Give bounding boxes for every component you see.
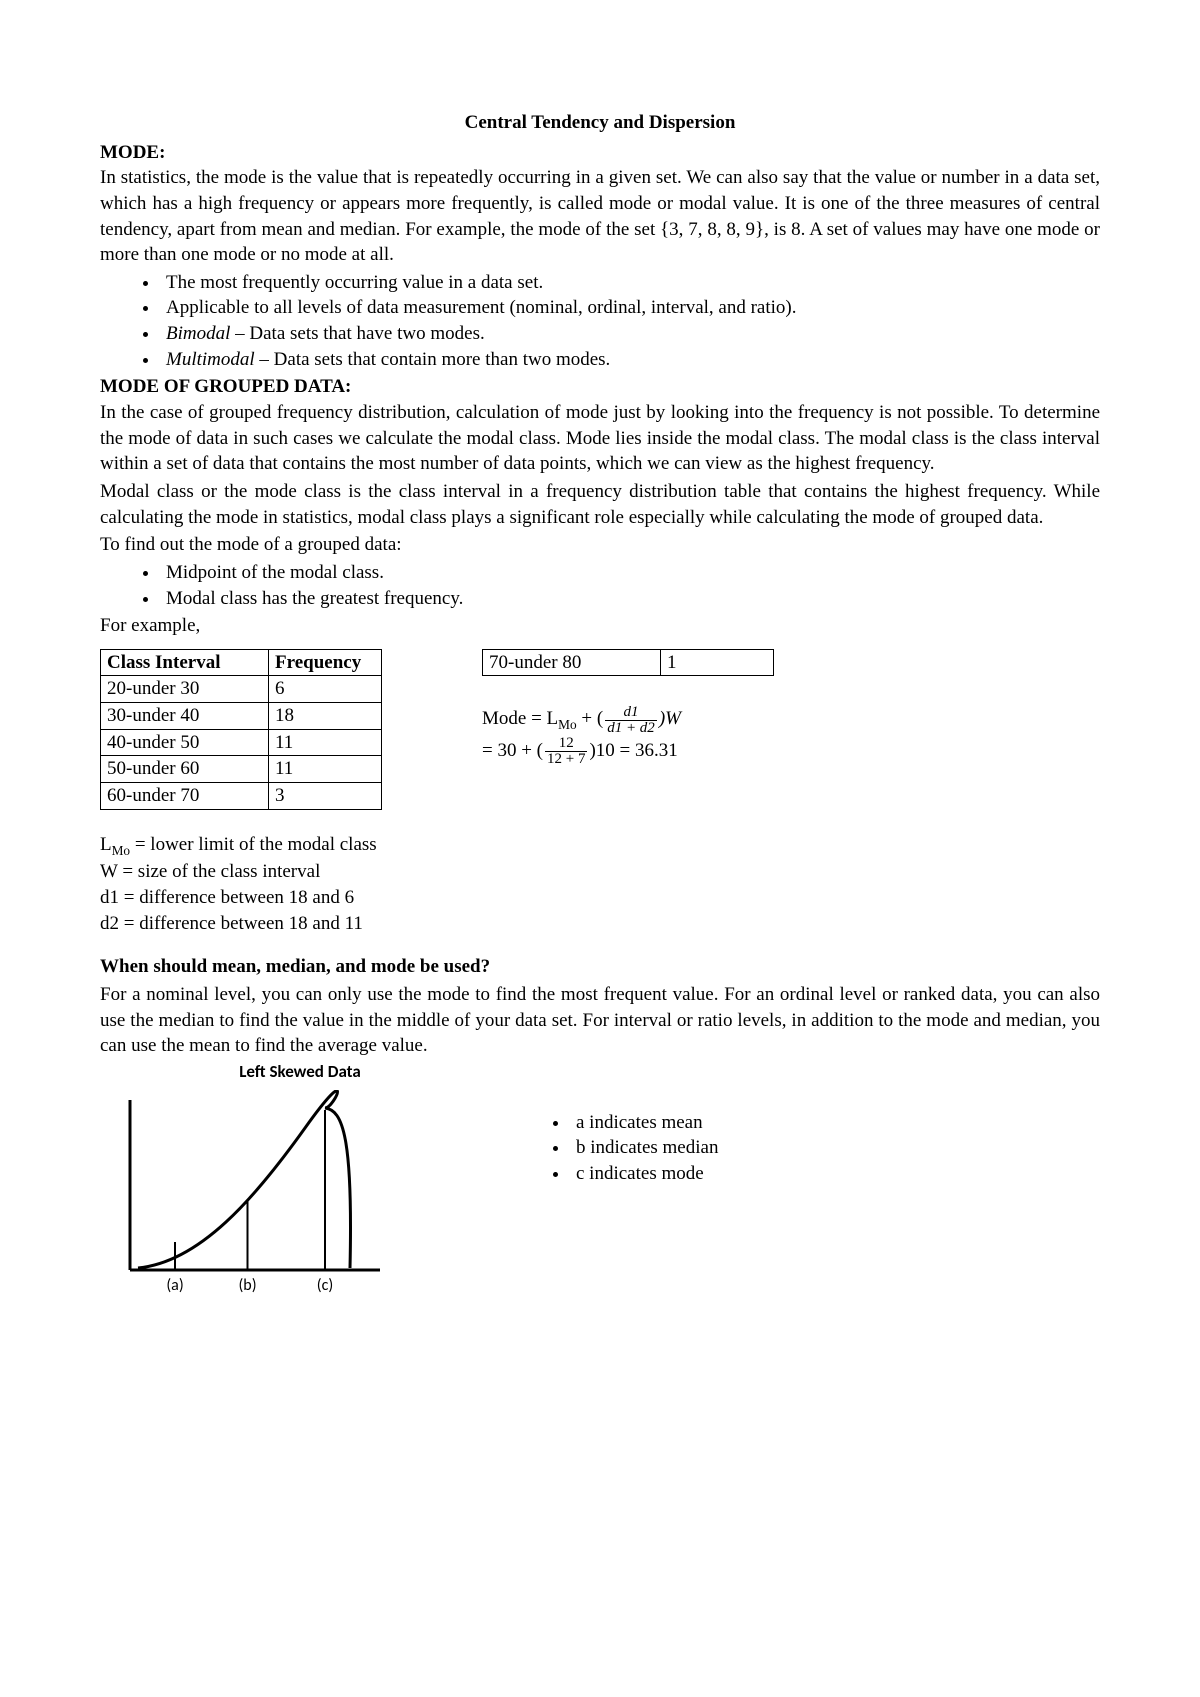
list-item: Midpoint of the modal class. [160,560,1100,586]
mode-heading: MODE: [100,140,1100,166]
mode-paragraph: In statistics, the mode is the value tha… [100,165,1100,268]
mode-formula: Mode = LMo + (d1d1 + d2)W = 30 + (1212 +… [482,704,774,766]
grouped-p3: To find out the mode of a grouped data: [100,532,1100,558]
table-row: 60-under 703 [101,783,382,810]
list-item: c indicates mode [570,1161,718,1187]
mode-bullets: The most frequently occurring value in a… [160,270,1100,373]
list-item: The most frequently occurring value in a… [160,270,1100,296]
svg-text:(c): (c) [317,1276,333,1295]
formula-definitions: LMo = lower limit of the modal class W =… [100,832,1100,937]
list-item: Bimodal – Data sets that have two modes. [160,321,1100,347]
skew-chart-title: Left Skewed Data [150,1061,450,1084]
list-item: Modal class has the greatest frequency. [160,586,1100,612]
list-item: a indicates mean [570,1110,718,1136]
table-row: 50-under 6011 [101,756,382,783]
svg-text:(a): (a) [166,1276,183,1295]
page-title: Central Tendency and Dispersion [100,110,1100,136]
grouped-p2: Modal class or the mode class is the cla… [100,479,1100,530]
skew-legend: a indicates mean b indicates median c in… [570,1110,718,1187]
list-item: b indicates median [570,1135,718,1161]
table-header: Frequency [269,649,382,676]
grouped-p1: In the case of grouped frequency distrib… [100,400,1100,477]
list-item: Applicable to all levels of data measure… [160,295,1100,321]
table-row: 20-under 306 [101,676,382,703]
example-label: For example, [100,613,1100,639]
skew-chart: (a) (b) (c) [100,1090,400,1300]
table-row: 40-under 5011 [101,729,382,756]
list-item: Multimodal – Data sets that contain more… [160,347,1100,373]
frequency-table: Class Interval Frequency 20-under 306 30… [100,649,382,810]
when-paragraph: For a nominal level, you can only use th… [100,982,1100,1059]
grouped-bullets: Midpoint of the modal class. Modal class… [160,560,1100,611]
overflow-table: 70-under 80 1 [482,649,774,677]
when-heading: When should mean, median, and mode be us… [100,956,490,977]
grouped-heading: MODE OF GROUPED DATA: [100,374,1100,400]
svg-text:(b): (b) [238,1276,256,1295]
table-row-modal: 30-under 4018 [101,703,382,730]
table-header: Class Interval [101,649,269,676]
